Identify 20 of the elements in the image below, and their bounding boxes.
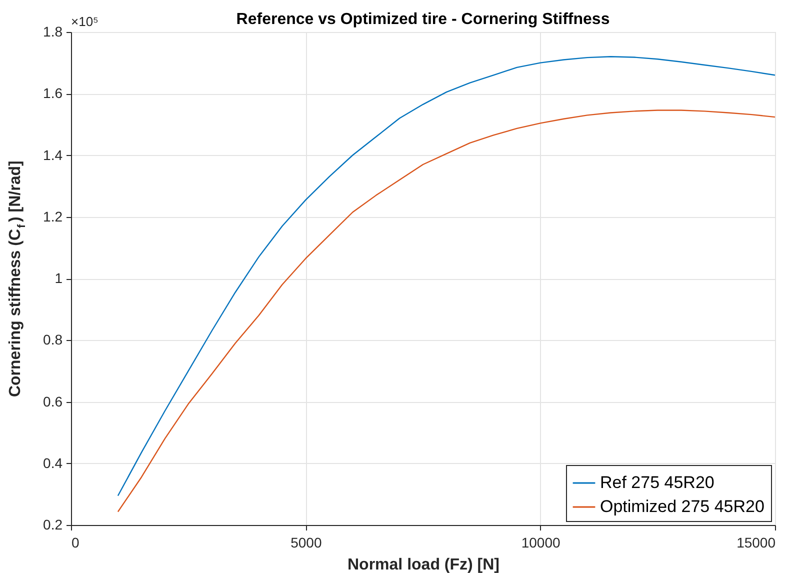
y-tick-label: 0.4 bbox=[43, 454, 63, 471]
y-tick-label: 1 bbox=[54, 270, 63, 286]
text: ×10⁵ bbox=[71, 14, 98, 29]
y-tick-label: 1.8 bbox=[43, 24, 63, 40]
chart-title: Reference vs Optimized tire - Cornering Stiffness bbox=[236, 11, 610, 28]
y-tick-label: 0.6 bbox=[43, 393, 63, 410]
line-series bbox=[117, 56, 775, 496]
x-axis-title: Normal load (Fz) [N] bbox=[348, 556, 500, 573]
y-tick-label: 0.8 bbox=[43, 332, 63, 348]
legend-label: Optimized 275 45R20 bbox=[600, 497, 764, 516]
x-tick-label: 10000 bbox=[521, 534, 561, 550]
y-tick-label: 1.2 bbox=[43, 208, 63, 224]
x-tick-label: 5000 bbox=[290, 534, 322, 550]
legend-label: Ref 275 45R20 bbox=[600, 473, 714, 492]
y-tick-label: 1.4 bbox=[43, 146, 63, 163]
x-tick-label: 0 bbox=[72, 534, 80, 550]
y-tick-label: 0.2 bbox=[43, 516, 63, 532]
y-tick-label: 1.6 bbox=[43, 85, 63, 102]
y-axis-title: Cornering stiffness (Cf) [N/rad] bbox=[7, 160, 28, 398]
x-tick-label: 15000 bbox=[736, 534, 776, 550]
